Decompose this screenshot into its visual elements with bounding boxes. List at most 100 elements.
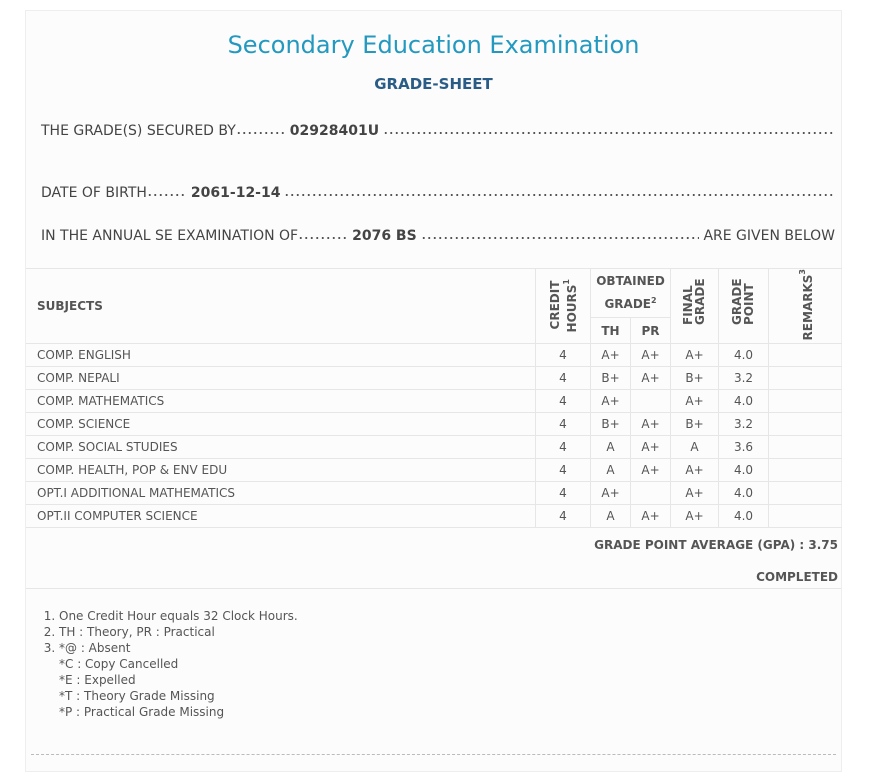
final-grade: B+ [670,366,719,391]
grade-pr: A+ [630,366,671,391]
grade-point: 4.0 [718,343,769,368]
subject: COMP. HEALTH, POP & ENV EDU [26,458,536,483]
gpa-label: GRADE POINT AVERAGE (GPA) : [594,538,805,552]
header-pr: PR [630,317,671,345]
sub-note: *C : Copy Cancelled [59,657,179,671]
gpa: GRADE POINT AVERAGE (GPA) : 3.75 [594,538,838,552]
remarks [768,366,842,391]
title: Secondary Education Examination [227,31,640,59]
footnote-mark: 1 [561,278,571,284]
grade-point: 3.2 [718,412,769,437]
table-row: COMP. HEALTH, POP & ENV EDU 4 A A+ A+ 4.0 [26,458,842,483]
remarks [768,435,842,460]
header-credit: CREDIT HOURS1 [535,267,591,345]
sub-note: *T : Theory Grade Missing [59,689,215,703]
grade-th: B+ [590,366,631,391]
subject: COMP. MATHEMATICS [26,389,536,414]
grade-point: 4.0 [718,481,769,506]
header-text: CREDIT HOURS [547,280,579,332]
table-row: COMP. ENGLISH 4 A+ A+ A+ 4.0 [26,343,842,368]
remarks [768,389,842,414]
grade-pr: A+ [630,504,671,529]
grade-pr [630,389,671,414]
subject: COMP. NEPALI [26,366,536,391]
grade-th: A [590,435,631,460]
subject: COMP. SOCIAL STUDIES [26,435,536,460]
info-suffix: ARE GIVEN BELOW [703,228,835,244]
note-list: One Credit Hour equals 32 Clock Hours.TH… [26,608,841,720]
grade-pr: A+ [630,343,671,368]
grade-pr: A+ [630,458,671,483]
info-label: IN THE ANNUAL SE EXAMINATION OF [41,228,299,244]
grade-th: B+ [590,412,631,437]
grade-pr: A+ [630,412,671,437]
table-row: COMP. SCIENCE 4 B+ A+ B+ 3.2 [26,412,842,437]
subtitle: GRADE-SHEET [374,75,493,93]
info-line: THE GRADE(S) SECURED BY 02928401U [41,123,835,139]
divider [31,754,836,755]
grade-th: A+ [590,481,631,506]
remarks [768,458,842,483]
grade-table: SUBJECTS CREDIT HOURS1 OBTAINED GRADE2 F… [26,267,842,529]
final-grade: A [670,435,719,460]
table-row: COMP. NEPALI 4 B+ A+ B+ 3.2 [26,366,842,391]
final-grade: A+ [670,481,719,506]
header-remarks: REMARKS3 [768,267,842,345]
table-row: COMP. SOCIAL STUDIES 4 A A+ A 3.6 [26,435,842,460]
remarks [768,481,842,506]
info-line: DATE OF BIRTH 2061-12-14 [41,185,835,201]
grade-point: 4.0 [718,458,769,483]
grade-sheet: Secondary Education Examination GRADE-SH… [25,10,842,772]
grade-th: A [590,458,631,483]
sub-note: *P : Practical Grade Missing [59,705,225,719]
remarks [768,412,842,437]
header-final: FINAL GRADE [670,267,719,345]
note: TH : Theory, PR : Practical [59,624,841,640]
info-line: IN THE ANNUAL SE EXAMINATION OF 2076 BS AR… [41,228,835,244]
header-obtained: OBTAINED GRADE2 [590,267,671,319]
grade-th: A+ [590,389,631,414]
header-text: OBTAINED GRADE [596,274,665,312]
header-grade-point: GRADE POINT [718,267,769,345]
table-row: OPT.I ADDITIONAL MATHEMATICS 4 A+ A+ 4.0 [26,481,842,506]
credit-hours: 4 [535,435,591,460]
footnote-mark: 2 [650,296,657,306]
status: COMPLETED [756,570,838,584]
sub-notes: *C : Copy Cancelled *E : Expelled *T : The… [59,656,841,720]
grade-th: A+ [590,343,631,368]
table-row: OPT.II COMPUTER SCIENCE 4 A A+ A+ 4.0 [26,504,842,529]
table-body: COMP. ENGLISH 4 A+ A+ A+ 4.0 COMP. NEPALI 4 B+ A+… [26,343,842,529]
notes: One Credit Hour equals 32 Clock Hours.TH… [26,588,841,720]
credit-hours: 4 [535,481,591,506]
grade-pr [630,481,671,506]
grade-point: 4.0 [718,389,769,414]
note: One Credit Hour equals 32 Clock Hours. [59,608,841,624]
gpa-value: 3.75 [808,538,838,552]
sub-note: *E : Expelled [59,673,136,687]
final-grade: A+ [670,458,719,483]
subject: COMP. ENGLISH [26,343,536,368]
subject: OPT.I ADDITIONAL MATHEMATICS [26,481,536,506]
info-value: 2061-12-14 [190,185,281,201]
remarks [768,504,842,529]
info-value: 02928401U [289,123,380,139]
grade-point: 3.6 [718,435,769,460]
credit-hours: 4 [535,412,591,437]
final-grade: A+ [670,343,719,368]
final-grade: A+ [670,504,719,529]
grade-point: 3.2 [718,366,769,391]
header-text: GRADE POINT [729,278,756,325]
credit-hours: 4 [535,343,591,368]
credit-hours: 4 [535,366,591,391]
info-label: THE GRADE(S) SECURED BY [41,123,236,139]
remarks [768,343,842,368]
final-grade: B+ [670,412,719,437]
header-subjects: SUBJECTS [26,267,536,345]
info-value: 2076 BS [352,228,417,244]
final-grade: A+ [670,389,719,414]
subject: COMP. SCIENCE [26,412,536,437]
header-th: TH [590,317,631,345]
grade-pr: A+ [630,435,671,460]
credit-hours: 4 [535,504,591,529]
